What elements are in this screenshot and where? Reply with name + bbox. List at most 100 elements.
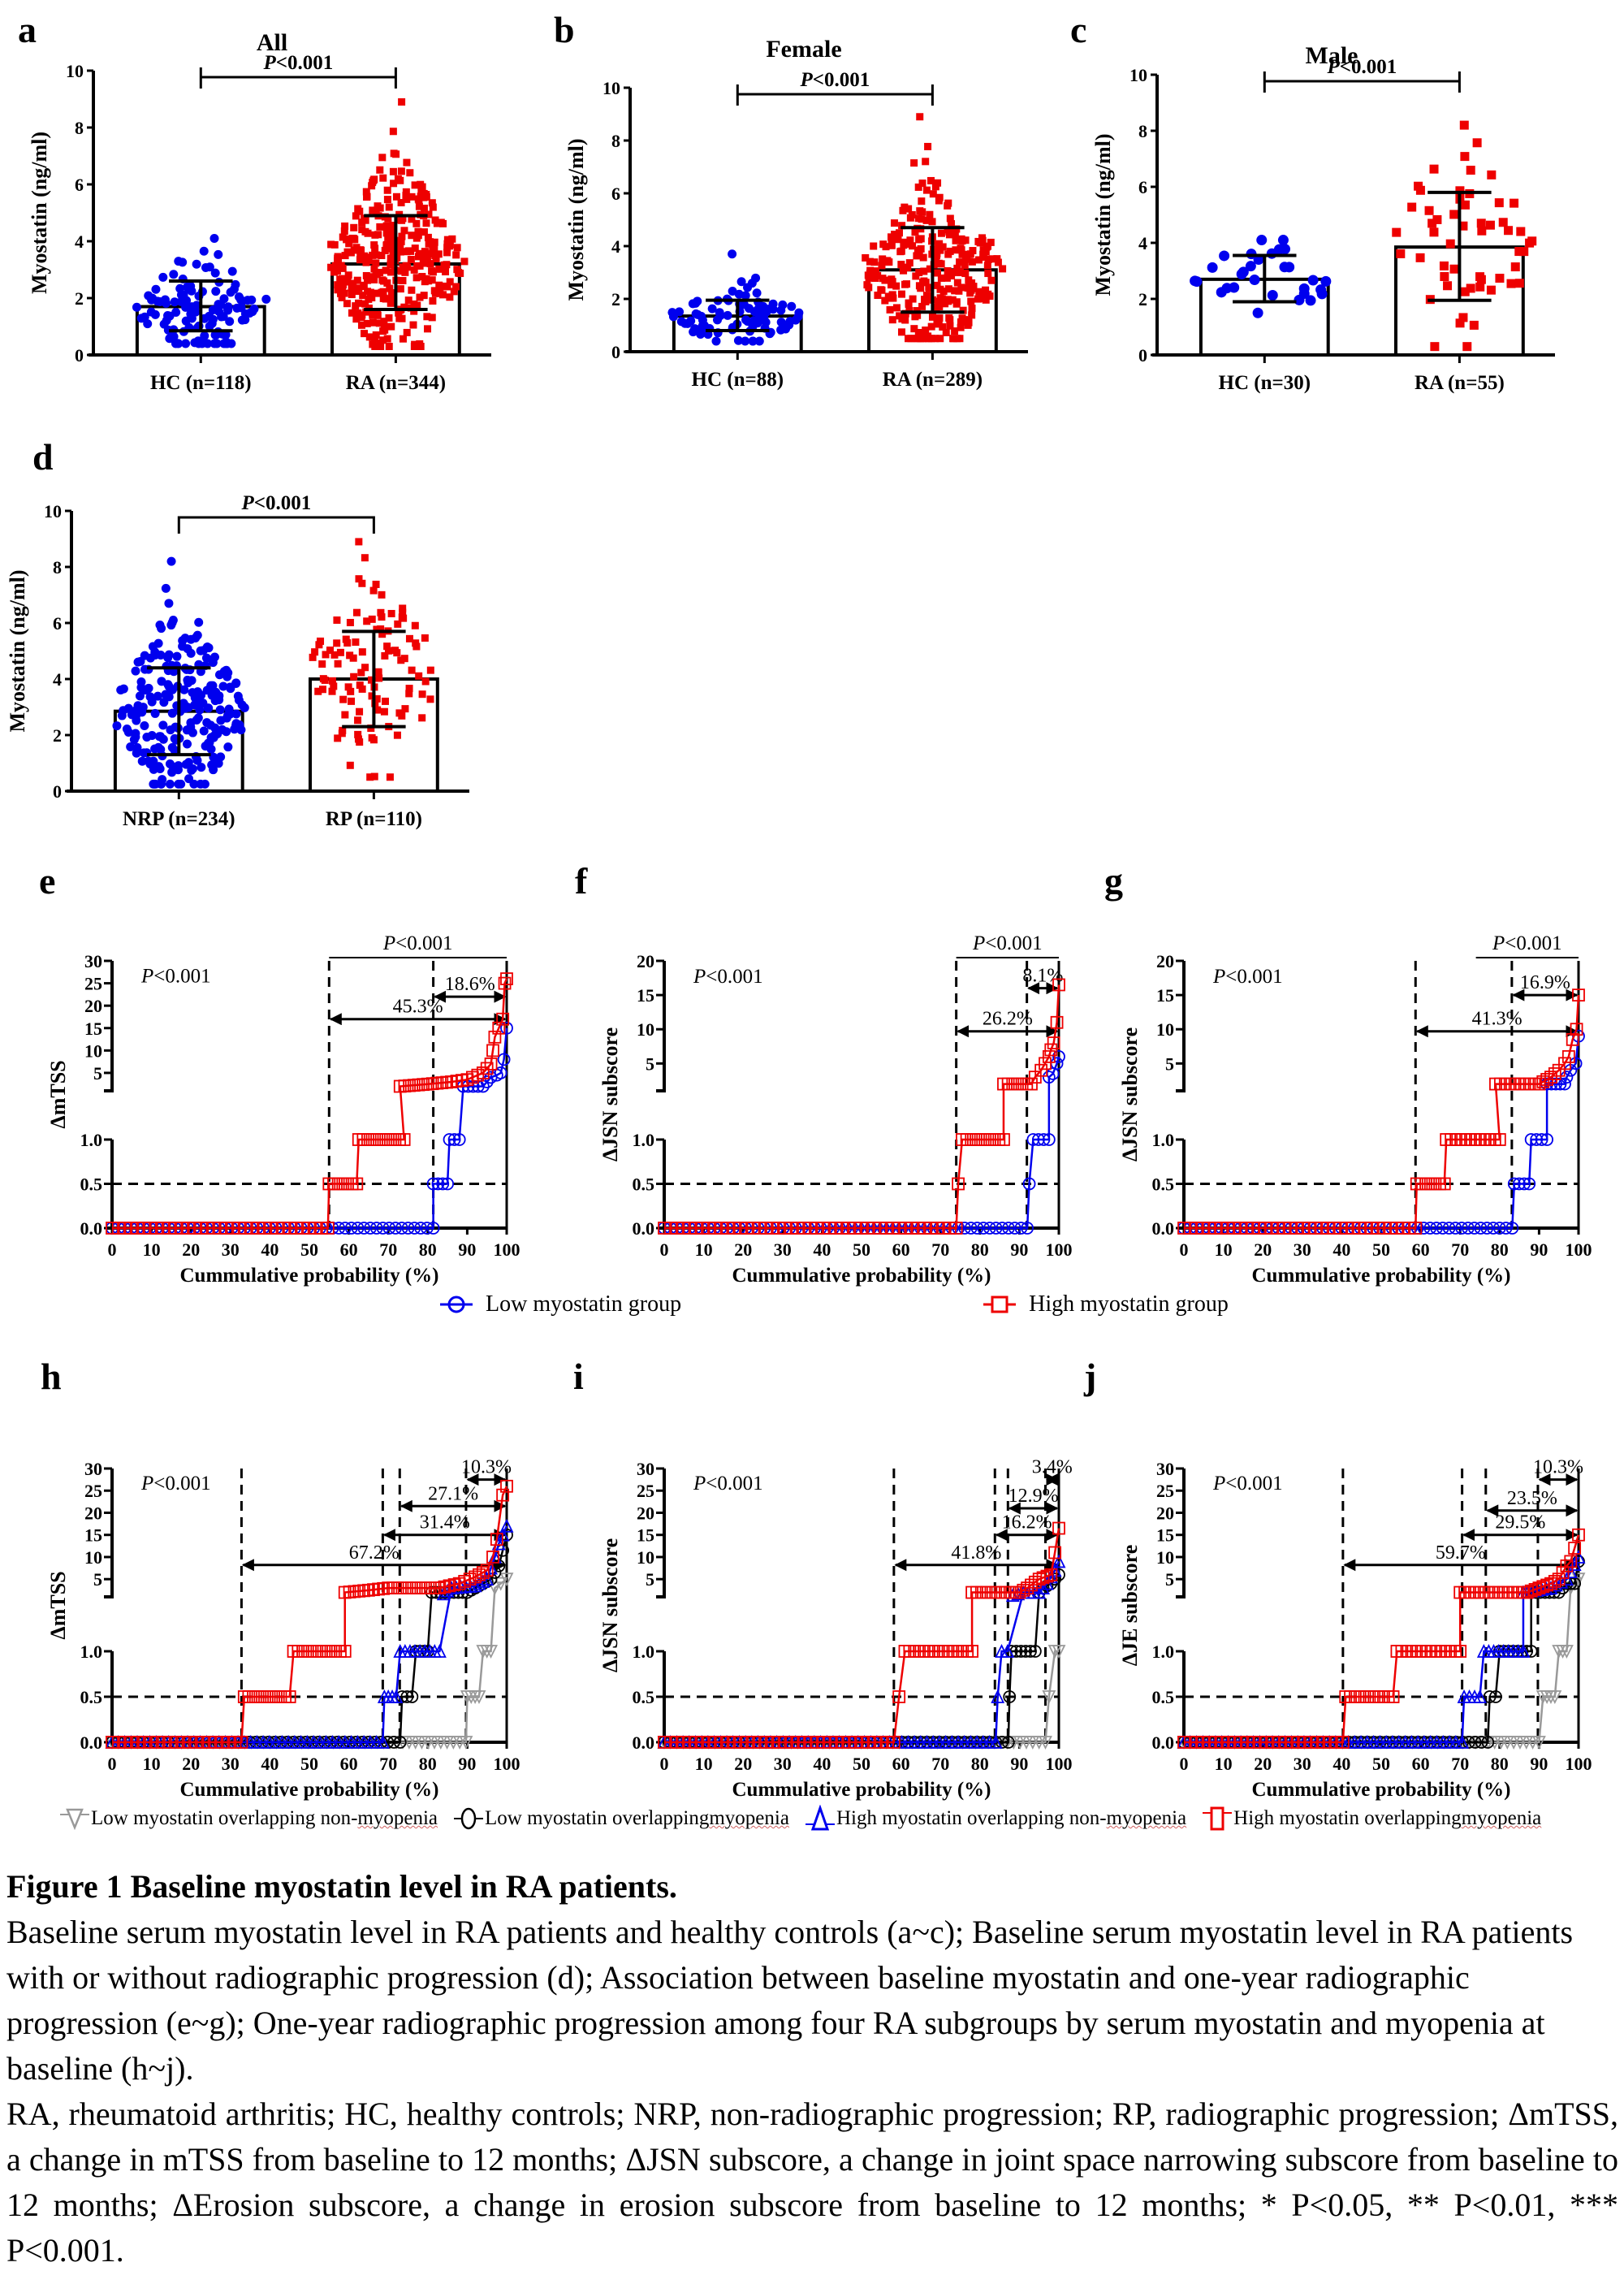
data-point	[915, 282, 923, 290]
top-p-value: P<0.001	[972, 932, 1043, 954]
panel-label-c: c	[1070, 9, 1087, 50]
data-point	[350, 285, 358, 293]
data-point	[392, 192, 400, 201]
data-marker	[1480, 1222, 1494, 1235]
data-point	[951, 287, 959, 295]
data-point	[987, 276, 996, 284]
x-tick-label: 90	[1010, 1754, 1028, 1774]
bar-chart-svg: 0 2 4 6 8 10 Myostatin (ng/ml) NRP (n=234) RP (n…	[6, 492, 469, 830]
legend-label: Low myostatin overlapping	[485, 1807, 710, 1829]
data-marker	[459, 1736, 473, 1750]
data-point	[905, 335, 913, 343]
data-point	[901, 203, 909, 211]
data-point	[452, 283, 460, 291]
data-point	[1462, 342, 1472, 352]
data-point	[892, 304, 901, 312]
y-axis-label: ΔJSN subscore	[1118, 1027, 1142, 1161]
data-point	[675, 307, 685, 317]
data-marker	[1570, 1023, 1583, 1036]
data-point	[399, 277, 407, 285]
data-point	[752, 288, 762, 298]
data-point	[159, 319, 169, 329]
data-marker	[1022, 1177, 1036, 1191]
data-point	[443, 261, 451, 269]
data-point	[764, 305, 774, 314]
data-point	[416, 340, 424, 348]
data-point	[393, 649, 401, 657]
data-point	[968, 305, 976, 313]
data-point	[345, 240, 353, 248]
data-point	[354, 735, 362, 743]
data-point	[357, 321, 365, 329]
x-axis-label: Cummulative probability (%)	[180, 1779, 439, 1801]
data-point	[923, 292, 931, 301]
chart-panel-h: 5 10 15 20 25 30 0.0 0.5 1.0 0 10 20 30 40 50 60 70 80 90 1…	[0, 1340, 552, 1801]
data-point	[909, 295, 917, 303]
data-point	[1475, 282, 1485, 292]
y-tick-label: 1.0	[80, 1130, 103, 1150]
data-point	[387, 299, 395, 307]
chart-panel-f: 5 10 15 20 0.0 0.5 1.0 0 10 20 30 40 50 60 70 80 90 100 Cu…	[552, 861, 1104, 1316]
data-point	[460, 257, 469, 266]
data-point	[369, 251, 377, 259]
data-point	[172, 651, 182, 661]
data-marker	[1544, 1071, 1557, 1084]
data-point	[984, 255, 992, 263]
data-marker	[1001, 1736, 1015, 1749]
data-point	[890, 219, 898, 227]
data-point	[348, 309, 356, 317]
data-marker	[1042, 1690, 1056, 1705]
data-point	[170, 746, 179, 755]
y-tick-label: 2	[75, 288, 84, 309]
data-marker	[420, 1222, 434, 1235]
data-marker	[1455, 1734, 1470, 1749]
data-point	[443, 236, 451, 244]
data-marker	[344, 1222, 358, 1235]
data-marker	[1052, 1049, 1065, 1063]
data-point	[397, 167, 405, 175]
data-point	[919, 253, 927, 262]
triangle-down-marker-icon	[60, 1808, 89, 1831]
data-point	[914, 214, 922, 223]
data-point	[153, 638, 163, 648]
data-point	[888, 292, 896, 300]
series-line	[1184, 1578, 1579, 1744]
data-marker	[494, 1066, 508, 1079]
data-point	[416, 262, 424, 270]
data-point	[975, 256, 983, 264]
data-point	[399, 335, 407, 343]
data-marker	[989, 1222, 1003, 1235]
data-point	[135, 691, 145, 701]
data-point	[376, 166, 384, 174]
y-tick-label: 20	[637, 951, 654, 971]
scatter-points	[309, 538, 434, 781]
data-point	[952, 300, 961, 308]
y-tick-label: 5	[646, 1569, 654, 1590]
data-point	[420, 228, 428, 236]
x-axis-label: Cummulative probability (%)	[1252, 1779, 1511, 1801]
data-marker	[997, 1133, 1010, 1146]
data-point	[369, 206, 377, 214]
data-point	[341, 711, 349, 719]
data-point	[1266, 248, 1277, 259]
y-tick-label: 5	[1165, 1053, 1174, 1074]
data-point	[936, 246, 944, 254]
data-point	[428, 314, 436, 322]
data-marker	[1039, 1057, 1052, 1071]
y-tick-label: 4	[611, 236, 620, 257]
y-tick-label: 15	[1156, 1525, 1174, 1546]
data-point	[200, 331, 209, 340]
data-marker	[1489, 1690, 1502, 1703]
data-point	[1449, 264, 1459, 274]
data-point	[944, 250, 952, 258]
data-point	[748, 336, 758, 346]
data-point	[918, 197, 926, 205]
y-axis-label: ΔmTSS	[46, 1571, 70, 1639]
data-point	[894, 236, 902, 244]
data-point	[1519, 247, 1529, 257]
square-marker-icon	[1203, 1806, 1233, 1831]
data-point	[361, 253, 369, 262]
data-point	[397, 199, 405, 207]
data-point	[365, 333, 374, 341]
